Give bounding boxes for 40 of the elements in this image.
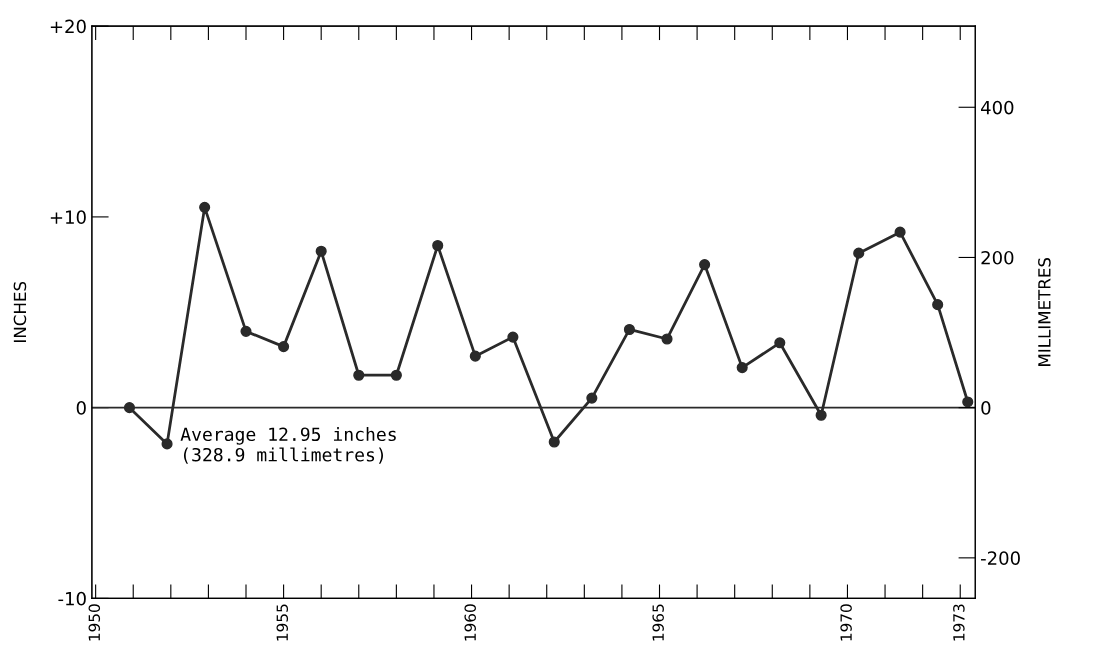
x-tick-label: 1973	[953, 604, 965, 641]
x-tick-label: 1950	[88, 604, 101, 641]
point	[962, 396, 974, 408]
point	[199, 201, 211, 213]
point	[353, 369, 365, 381]
y2-tick-label: -200	[981, 551, 1020, 565]
point	[853, 247, 865, 259]
x-tick-label: 1965	[652, 604, 664, 641]
point	[240, 325, 252, 337]
x-tick-label: 1955	[276, 604, 289, 641]
point	[774, 337, 786, 349]
y2-axis-title: MILLIMETRES	[1038, 257, 1051, 366]
y-tick-label: 0	[76, 401, 86, 415]
point	[623, 323, 635, 336]
point	[699, 259, 711, 271]
ref-line-label: Average 12.95 inches (328.9 millimetres)	[180, 427, 396, 464]
point	[315, 245, 327, 257]
y2-tick-label: 400	[981, 100, 1014, 115]
point	[815, 409, 827, 421]
point	[432, 239, 444, 252]
point	[932, 299, 944, 311]
y-axis-title: INCHES	[13, 281, 27, 342]
point	[161, 438, 173, 450]
point	[661, 333, 673, 345]
point	[586, 392, 598, 404]
point	[894, 226, 906, 238]
point	[390, 369, 402, 381]
point	[548, 436, 560, 448]
y2-tick-label: 200	[981, 250, 1014, 265]
y-tick-label: +20	[50, 19, 86, 34]
point	[278, 341, 290, 353]
y-tick-label: +10	[50, 210, 86, 225]
point	[507, 331, 519, 343]
point	[123, 402, 136, 414]
point	[736, 362, 748, 374]
x-tick-label: 1970	[840, 604, 852, 641]
point	[469, 350, 481, 362]
y2-tick-label: 0	[981, 401, 991, 415]
x-tick-label: 1960	[464, 604, 476, 641]
y-tick-label: -10	[58, 591, 86, 606]
